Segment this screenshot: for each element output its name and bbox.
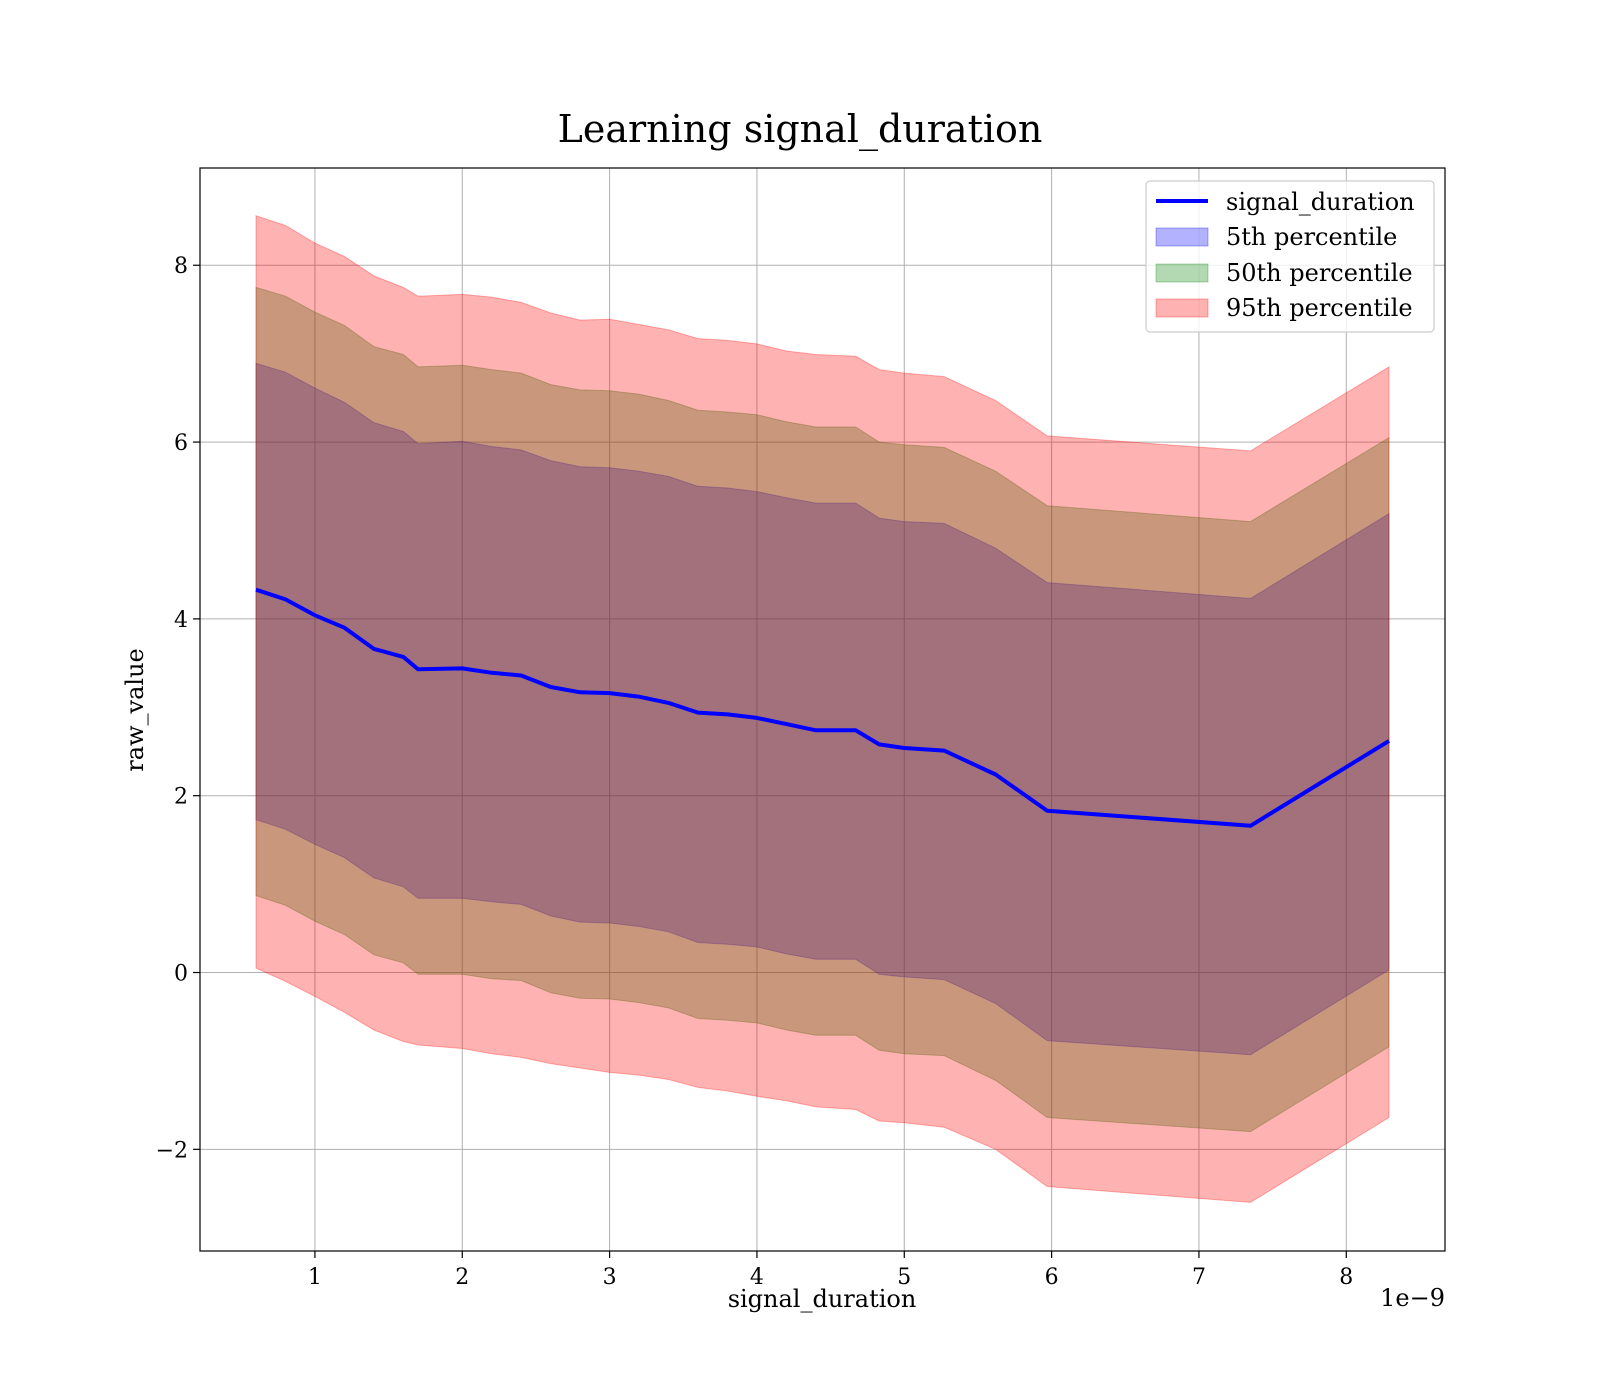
x-tick-label: 7 bbox=[1192, 1265, 1206, 1290]
x-tick-label: 8 bbox=[1339, 1265, 1353, 1290]
legend-patch-50th bbox=[1155, 263, 1209, 283]
legend-patch-5th bbox=[1155, 227, 1209, 247]
chart-title: Learning signal_duration bbox=[558, 107, 1043, 152]
grid bbox=[200, 168, 1445, 1251]
plot-area bbox=[199, 167, 1446, 1252]
y-axis: −2 0 2 4 6 8 bbox=[156, 254, 200, 1163]
x-tick-label: 3 bbox=[603, 1265, 617, 1290]
x-axis: 1 2 3 4 5 6 7 8 bbox=[308, 1251, 1353, 1290]
plot-frame bbox=[199, 167, 1446, 1252]
x-axis-offset-text: 1e−9 bbox=[1380, 1284, 1445, 1312]
legend-entry-5th-percentile: 5th percentile bbox=[1226, 223, 1397, 251]
legend-box bbox=[1145, 180, 1435, 333]
series-lines bbox=[255, 587, 1391, 828]
y-tick-label: 0 bbox=[174, 962, 188, 987]
x-axis-label: signal_duration bbox=[728, 1285, 917, 1313]
plot-background bbox=[200, 168, 1445, 1251]
x-tick-label: 1 bbox=[308, 1265, 322, 1290]
y-axis-label: raw_value bbox=[121, 648, 149, 772]
legend: signal_duration 5th percentile 50th perc… bbox=[1145, 180, 1435, 333]
y-tick-label: 2 bbox=[174, 785, 188, 810]
x-tick-label: 6 bbox=[1045, 1265, 1059, 1290]
y-tick-label: 8 bbox=[174, 254, 188, 279]
x-tick-label: 4 bbox=[750, 1265, 764, 1290]
legend-patch-95th bbox=[1155, 298, 1209, 318]
x-tick-label: 5 bbox=[897, 1265, 911, 1290]
line-signal-duration bbox=[255, 587, 1391, 828]
y-tick-label: 4 bbox=[174, 608, 188, 633]
band-50th-percentile bbox=[255, 286, 1390, 1133]
legend-entry-95th-percentile: 95th percentile bbox=[1226, 294, 1413, 322]
y-tick-label: 6 bbox=[174, 431, 188, 456]
legend-entry-50th-percentile: 50th percentile bbox=[1226, 259, 1413, 287]
legend-entry-signal-duration: signal_duration bbox=[1226, 188, 1415, 216]
band-5th-percentile bbox=[255, 362, 1390, 1056]
band-95th-percentile bbox=[255, 215, 1390, 1203]
x-tick-label: 2 bbox=[455, 1265, 469, 1290]
percentile-bands bbox=[255, 215, 1390, 1203]
y-tick-label: −2 bbox=[156, 1138, 188, 1163]
